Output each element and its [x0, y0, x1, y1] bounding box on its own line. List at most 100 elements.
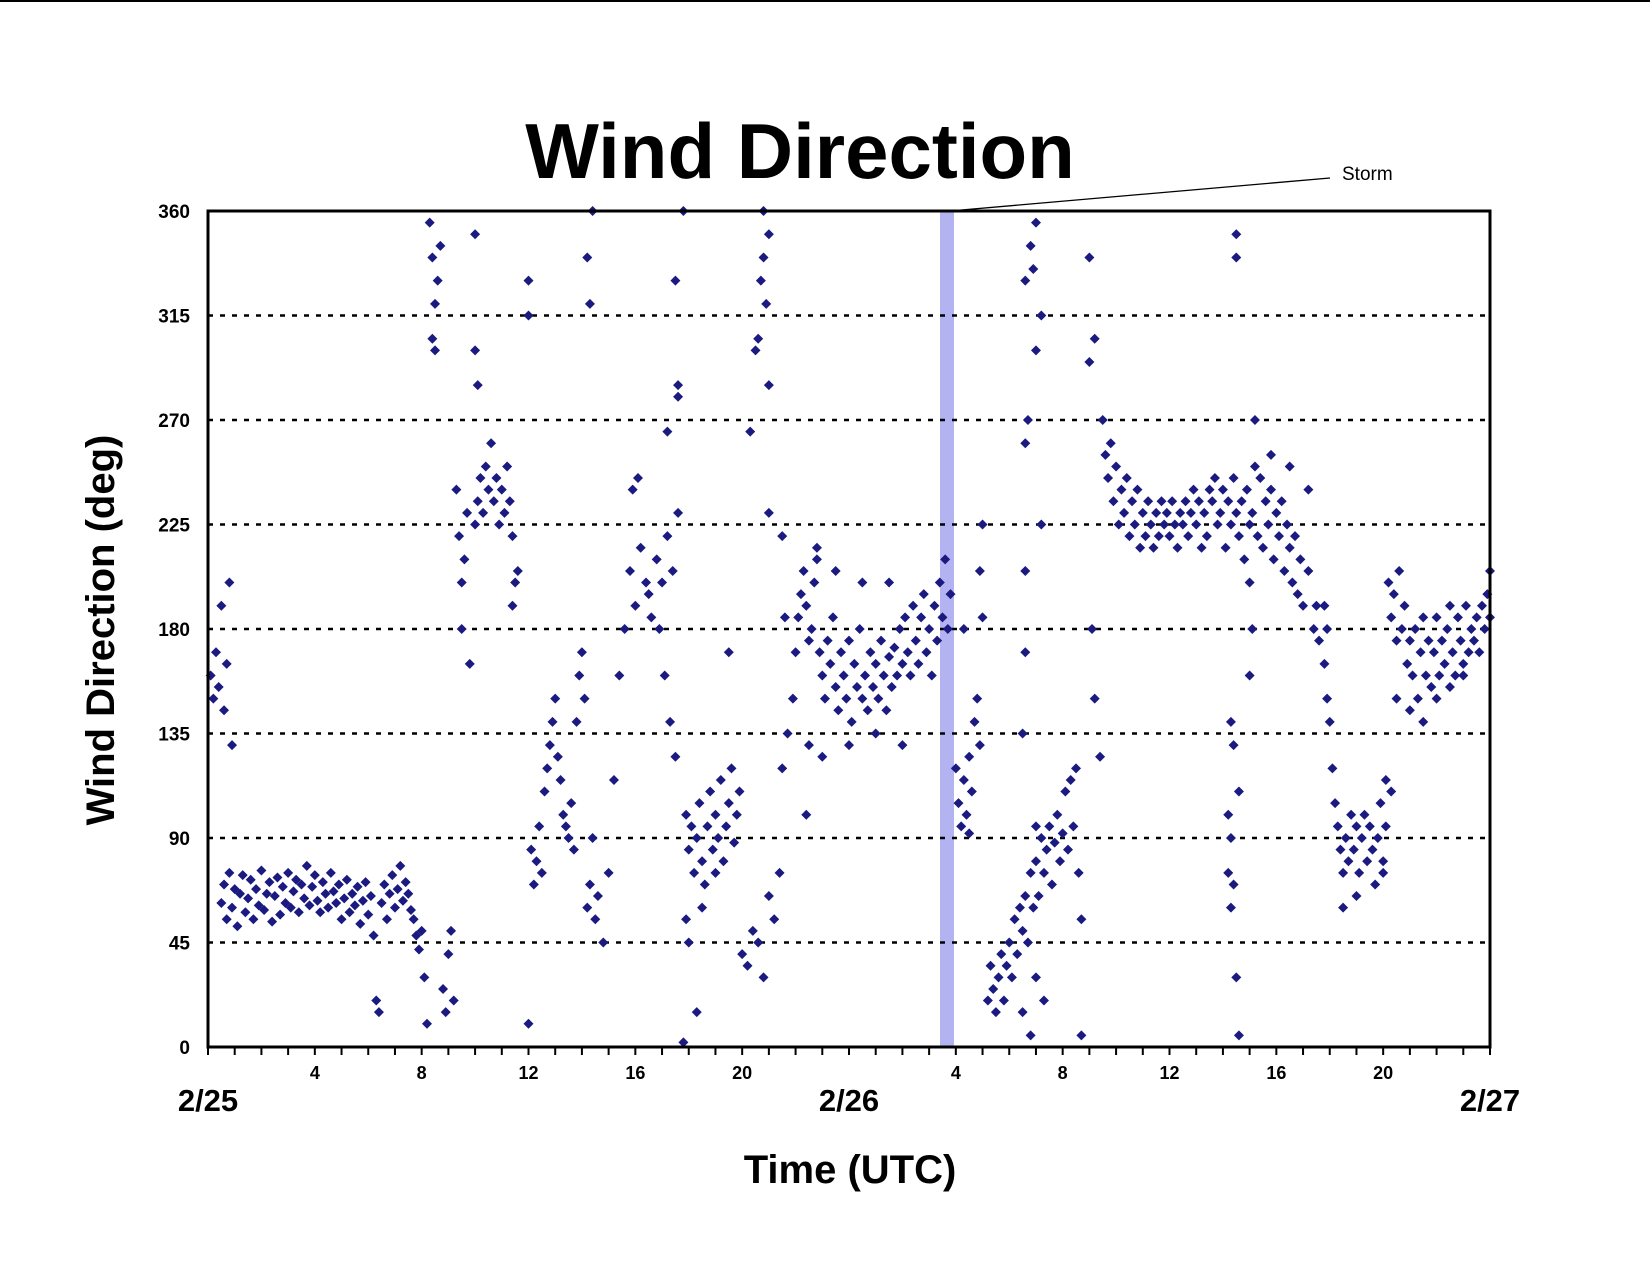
data-point: [755, 275, 766, 286]
data-point: [1151, 507, 1162, 518]
data-point: [1324, 716, 1335, 727]
data-points: [205, 206, 1495, 1048]
data-point: [1025, 240, 1036, 251]
data-point: [830, 565, 841, 576]
data-point: [443, 949, 454, 960]
data-point: [806, 624, 817, 634]
data-point: [365, 891, 376, 902]
data-point: [371, 995, 382, 1006]
data-point: [608, 774, 619, 785]
data-point: [582, 252, 593, 263]
data-point: [1233, 786, 1244, 797]
data-point: [275, 909, 286, 920]
data-point: [216, 600, 227, 611]
data-point: [758, 252, 769, 263]
data-point: [323, 902, 334, 913]
data-point: [1140, 531, 1151, 542]
data-point: [985, 960, 996, 971]
data-point: [657, 577, 668, 588]
data-point: [1097, 415, 1108, 425]
data-point: [1463, 647, 1474, 658]
data-point: [731, 809, 742, 820]
data-point: [446, 925, 457, 936]
data-point: [953, 798, 964, 809]
data-point: [747, 925, 758, 936]
data-point: [1030, 856, 1041, 867]
data-point: [1271, 507, 1282, 518]
data-point: [579, 693, 590, 704]
data-point: [761, 298, 772, 309]
data-point: [491, 473, 502, 484]
data-point: [1038, 867, 1049, 878]
data-point: [1268, 554, 1279, 565]
data-point: [982, 995, 993, 1006]
data-point: [1121, 473, 1132, 484]
data-point: [702, 821, 713, 832]
data-point: [531, 856, 542, 867]
data-point: [1292, 589, 1303, 600]
data-point: [1370, 879, 1381, 890]
storm-label: Storm: [1342, 164, 1393, 185]
data-point: [1410, 624, 1421, 634]
data-point: [1025, 867, 1036, 878]
data-point: [387, 870, 398, 881]
data-point: [523, 310, 534, 321]
data-point: [715, 774, 726, 785]
data-point: [801, 809, 812, 820]
data-point: [470, 229, 481, 240]
data-point: [472, 496, 483, 507]
data-point: [1479, 624, 1490, 634]
data-point: [683, 844, 694, 855]
data-point: [1159, 519, 1170, 530]
data-point: [422, 1018, 433, 1029]
data-point: [1017, 925, 1028, 936]
data-point: [721, 821, 732, 832]
data-point: [603, 867, 614, 878]
data-point: [817, 670, 828, 681]
data-point: [1212, 519, 1223, 530]
data-point: [691, 1007, 702, 1018]
data-point: [852, 682, 863, 693]
data-point: [216, 898, 227, 909]
data-point: [1030, 217, 1041, 228]
data-point: [838, 670, 849, 681]
x-axis-label: Time (UTC): [744, 1148, 957, 1192]
data-point: [950, 763, 961, 774]
data-point: [1399, 600, 1410, 611]
data-point: [320, 888, 331, 899]
data-point: [454, 531, 465, 542]
x-tick-label: 20: [1373, 1063, 1393, 1083]
data-point: [304, 900, 315, 911]
data-point: [363, 909, 374, 920]
data-point: [969, 716, 980, 727]
data-point: [1335, 844, 1346, 855]
data-point: [977, 612, 988, 623]
data-point: [924, 624, 935, 634]
data-point: [934, 577, 945, 588]
data-point: [1020, 891, 1031, 902]
data-point: [678, 1037, 689, 1048]
data-point: [844, 635, 854, 646]
date-label: 2/25: [178, 1083, 238, 1118]
data-point: [1396, 624, 1407, 634]
data-point: [892, 670, 903, 681]
data-point: [1332, 821, 1343, 832]
data-point: [673, 380, 684, 391]
data-point: [1431, 612, 1442, 623]
data-point: [470, 345, 481, 356]
data-point: [1354, 867, 1365, 878]
data-point: [697, 902, 708, 913]
data-point: [1036, 833, 1047, 843]
data-point: [798, 565, 809, 576]
data-point: [630, 600, 641, 611]
data-point: [392, 884, 403, 895]
data-point: [822, 635, 833, 646]
data-point: [614, 670, 625, 681]
data-point: [357, 895, 368, 906]
data-point: [448, 995, 459, 1006]
data-point: [662, 531, 673, 542]
data-point: [488, 496, 499, 507]
data-point: [993, 972, 1004, 983]
data-point: [368, 930, 379, 941]
